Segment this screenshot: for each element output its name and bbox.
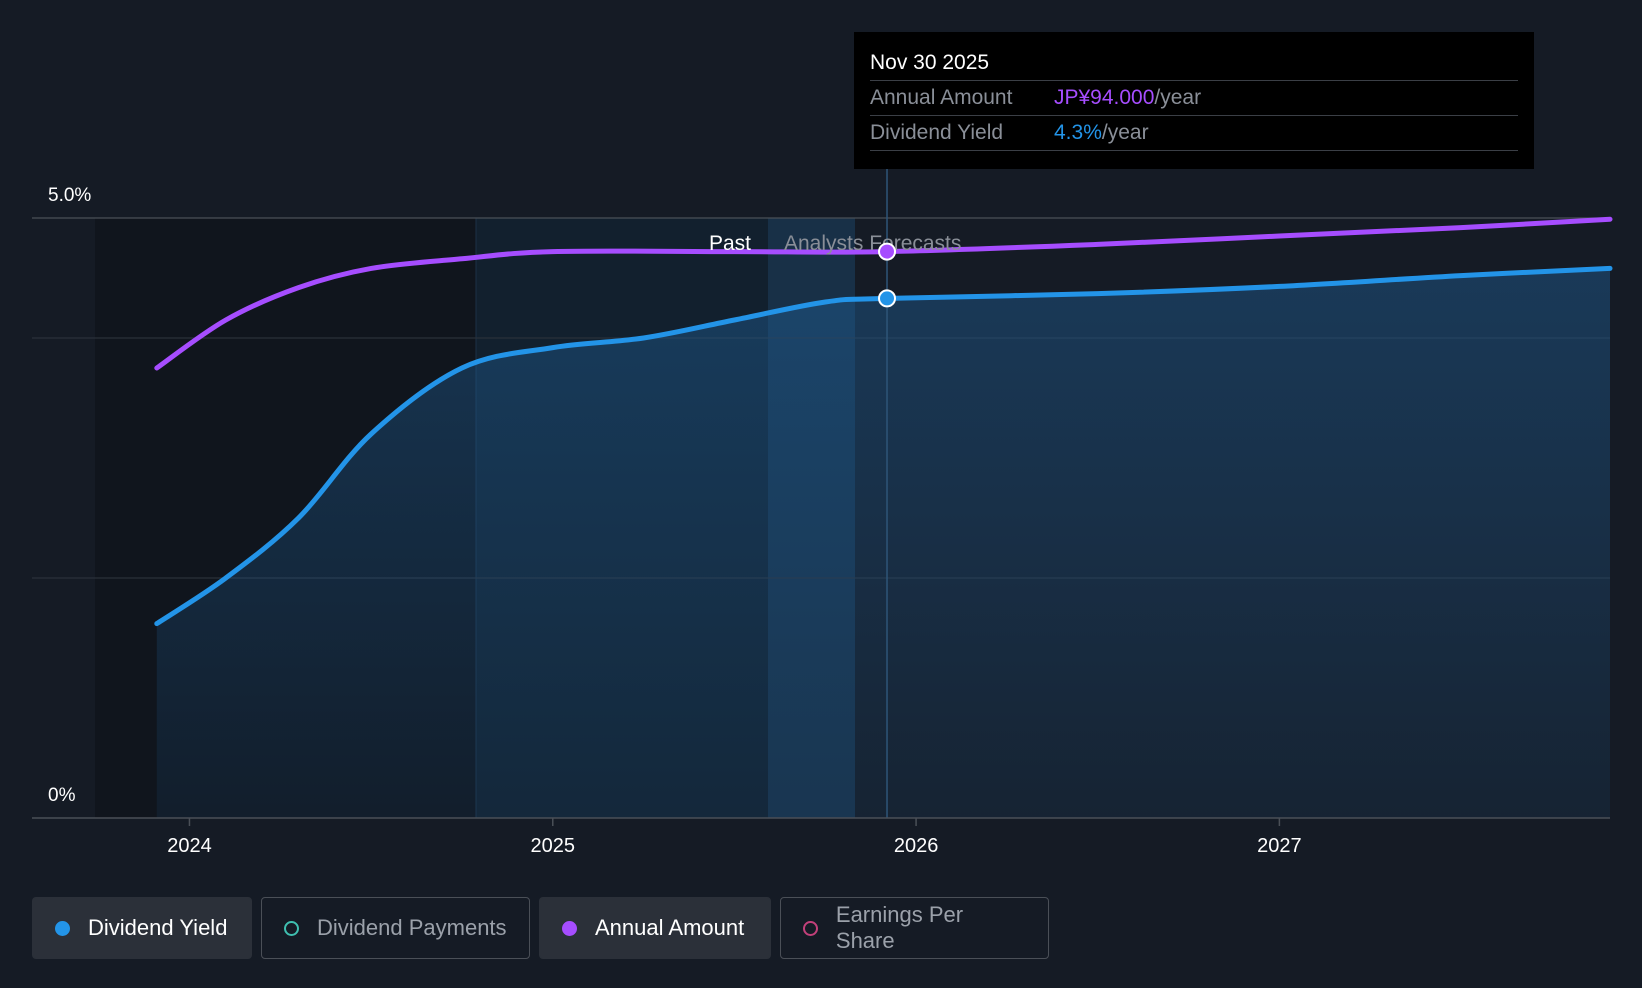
tooltip: Nov 30 2025 Annual Amount JP¥94.000 /yea… bbox=[854, 32, 1534, 169]
forecast-label: Analysts Forecasts bbox=[784, 232, 961, 255]
y-tick-bottom: 0% bbox=[48, 785, 76, 806]
tooltip-yield-unit: /year bbox=[1101, 121, 1149, 144]
x-tick-label: 2027 bbox=[1257, 835, 1302, 857]
filled-circle-icon bbox=[562, 920, 577, 936]
y-tick-top: 5.0% bbox=[48, 185, 91, 206]
legend: Dividend Yield Dividend Payments Annual … bbox=[32, 897, 1049, 959]
past-label: Past bbox=[709, 232, 751, 255]
legend-label: Dividend Yield bbox=[88, 915, 228, 940]
tooltip-yield-value: 4.3% bbox=[1054, 121, 1102, 144]
tooltip-annual-label: Annual Amount bbox=[870, 86, 1013, 109]
x-axis-ticks: 2024 2025 2026 2027 bbox=[167, 818, 1302, 857]
legend-dividend-payments[interactable]: Dividend Payments bbox=[261, 897, 530, 959]
tooltip-annual-unit: /year bbox=[1154, 86, 1202, 109]
legend-label: Dividend Payments bbox=[317, 915, 507, 940]
tooltip-annual-value: JP¥94.000 bbox=[1054, 86, 1155, 109]
legend-label: Annual Amount bbox=[595, 915, 745, 940]
legend-label: Earnings Per Share bbox=[835, 902, 964, 953]
dividend-chart: 2024 2025 2026 2027 5.0% 0% Past Analysts F… bbox=[32, 168, 1613, 857]
legend-annual-amount[interactable]: Annual Amount bbox=[539, 897, 771, 959]
tooltip-annual-row: Annual Amount JP¥94.000 /year bbox=[870, 80, 1518, 115]
hollow-circle-icon bbox=[284, 920, 299, 936]
dividend-yield-marker[interactable] bbox=[878, 289, 897, 308]
filled-circle-icon bbox=[55, 920, 70, 936]
dividend-yield-area bbox=[156, 268, 1610, 818]
annual-amount-line bbox=[154, 216, 1613, 371]
tooltip-date: Nov 30 2025 bbox=[870, 51, 990, 74]
hollow-circle-icon bbox=[803, 920, 818, 936]
dividend-yield-line bbox=[154, 265, 1613, 627]
tooltip-yield-label: Dividend Yield bbox=[870, 121, 1004, 144]
x-tick-label: 2024 bbox=[167, 835, 212, 857]
tooltip-yield-row: Dividend Yield 4.3% /year bbox=[870, 115, 1518, 151]
legend-dividend-yield[interactable]: Dividend Yield bbox=[32, 897, 252, 959]
x-tick-label: 2025 bbox=[531, 835, 576, 857]
legend-earnings-per-share[interactable]: Earnings Per Share bbox=[780, 897, 1049, 959]
x-tick-label: 2026 bbox=[894, 835, 939, 857]
annual-amount-marker[interactable] bbox=[878, 242, 897, 261]
